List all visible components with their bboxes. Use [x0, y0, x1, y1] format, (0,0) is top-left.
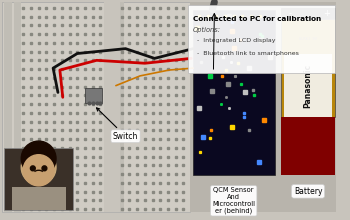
Circle shape [21, 150, 56, 185]
Circle shape [21, 141, 56, 176]
Text: Connected to PC for calibration: Connected to PC for calibration [193, 16, 321, 22]
FancyBboxPatch shape [284, 53, 332, 117]
Text: -: - [288, 9, 291, 18]
Text: -  Bluetooth link to smartphones: - Bluetooth link to smartphones [197, 51, 299, 56]
Circle shape [30, 166, 35, 171]
FancyBboxPatch shape [188, 5, 335, 73]
FancyBboxPatch shape [12, 187, 66, 210]
Text: QCM Sensor
And
Microcontroll
er (behind): QCM Sensor And Microcontroll er (behind) [212, 187, 255, 214]
FancyBboxPatch shape [2, 2, 336, 212]
FancyBboxPatch shape [281, 8, 335, 19]
FancyBboxPatch shape [193, 10, 275, 175]
Circle shape [42, 166, 47, 171]
FancyBboxPatch shape [281, 117, 335, 175]
Text: Switch: Switch [97, 108, 138, 141]
Text: 6LR61  9V: 6LR61 9V [299, 37, 317, 41]
FancyBboxPatch shape [14, 2, 21, 212]
FancyBboxPatch shape [4, 2, 12, 212]
FancyBboxPatch shape [116, 2, 124, 212]
Text: -  Integrated LCD display: - Integrated LCD display [197, 38, 275, 43]
FancyBboxPatch shape [190, 2, 336, 212]
FancyBboxPatch shape [106, 2, 114, 212]
Circle shape [23, 155, 54, 186]
FancyBboxPatch shape [85, 88, 102, 103]
Text: Battery: Battery [294, 187, 322, 196]
Text: Panasonic: Panasonic [303, 64, 313, 108]
FancyBboxPatch shape [4, 148, 73, 210]
FancyBboxPatch shape [104, 2, 120, 212]
Text: Options:: Options: [193, 27, 221, 33]
FancyBboxPatch shape [281, 19, 335, 117]
FancyBboxPatch shape [2, 2, 190, 212]
Text: +: + [323, 9, 330, 18]
